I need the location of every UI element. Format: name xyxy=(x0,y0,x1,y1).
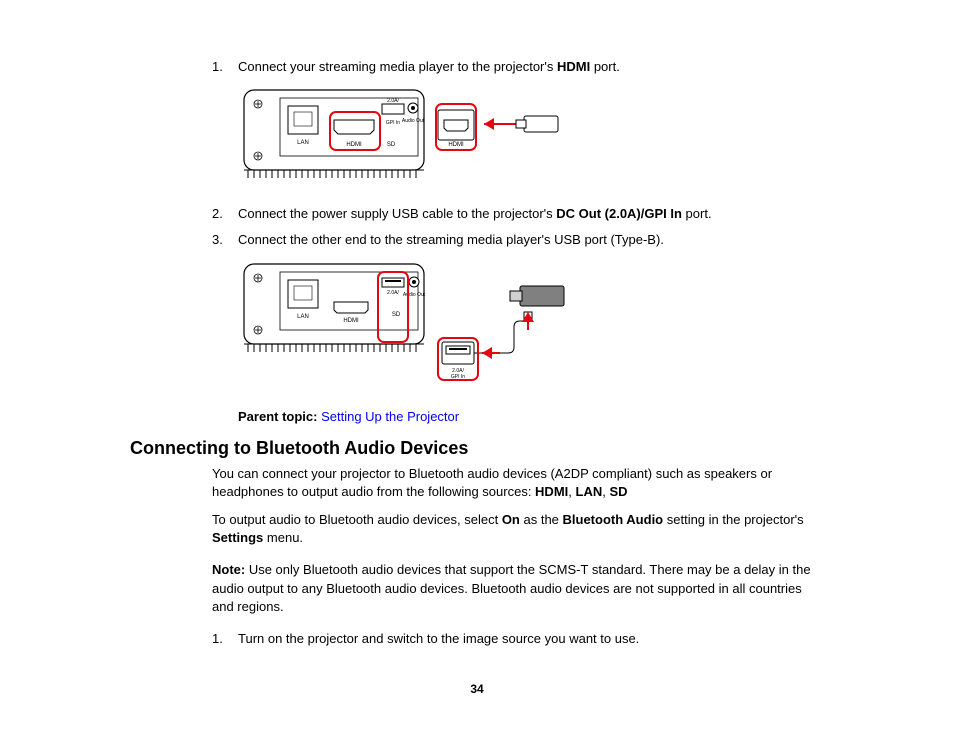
step-3-num: 3. xyxy=(212,231,238,249)
step-1: 1. Connect your streaming media player t… xyxy=(212,58,824,76)
bt-note-text: Use only Bluetooth audio devices that su… xyxy=(212,562,811,613)
step-2-text: Connect the power supply USB cable to th… xyxy=(238,205,824,223)
bt-p1-d: LAN xyxy=(576,484,603,499)
bt-note-label: Note: xyxy=(212,562,245,577)
bt-p2-g: menu. xyxy=(263,530,303,545)
bt-p1-f: SD xyxy=(609,484,627,499)
step-2-text-b: DC Out (2.0A)/GPI In xyxy=(556,206,682,221)
diagram-usb-connection: LAN HDMI 2.0A/ SD Audio Out 2 xyxy=(238,258,824,391)
label-sd: SD xyxy=(387,142,396,148)
label-lan: LAN xyxy=(297,140,309,146)
label-dcout-line1: 2.0A/ xyxy=(387,98,399,104)
step-1-text-a: Connect your streaming media player to t… xyxy=(238,59,557,74)
bt-p1-b: HDMI xyxy=(535,484,568,499)
bt-p2-d: Bluetooth Audio xyxy=(563,512,664,527)
parent-topic: Parent topic: Setting Up the Projector xyxy=(238,409,824,424)
step-3: 3. Connect the other end to the streamin… xyxy=(212,231,824,249)
parent-topic-label: Parent topic: xyxy=(238,409,321,424)
bt-note: Note: Use only Bluetooth audio devices t… xyxy=(212,561,824,616)
bt-p2-a: To output audio to Bluetooth audio devic… xyxy=(212,512,502,527)
parent-topic-link[interactable]: Setting Up the Projector xyxy=(321,409,459,424)
step-1-num: 1. xyxy=(212,58,238,76)
bt-p2-e: setting in the projector's xyxy=(663,512,804,527)
bt-p2-f: Settings xyxy=(212,530,263,545)
diagram-hdmi-connection: LAN HDMI 2.0A/ GPI In SD Audio Out xyxy=(238,84,824,187)
step-2-text-a: Connect the power supply USB cable to th… xyxy=(238,206,556,221)
step-2: 2. Connect the power supply USB cable to… xyxy=(212,205,824,223)
step-3-text: Connect the other end to the streaming m… xyxy=(238,231,824,249)
label-hdmi: HDMI xyxy=(346,142,362,148)
svg-text:GPI In: GPI In xyxy=(386,120,400,126)
svg-text:LAN: LAN xyxy=(297,314,309,320)
svg-text:HDMI: HDMI xyxy=(343,318,359,324)
bt-step-1-num: 1. xyxy=(212,630,238,648)
label-audio: Audio Out xyxy=(402,118,425,124)
step-1-text-c: port. xyxy=(590,59,620,74)
step-2-num: 2. xyxy=(212,205,238,223)
heading-bluetooth: Connecting to Bluetooth Audio Devices xyxy=(130,438,824,459)
step-1-text-b: HDMI xyxy=(557,59,590,74)
svg-text:Audio Out: Audio Out xyxy=(403,292,426,298)
svg-text:SD: SD xyxy=(392,312,401,318)
svg-text:2.0A/: 2.0A/ xyxy=(387,290,399,296)
bt-step-1-text: Turn on the projector and switch to the … xyxy=(238,630,824,648)
bt-step-1: 1. Turn on the projector and switch to t… xyxy=(212,630,824,648)
step-2-text-c: port. xyxy=(682,206,712,221)
bt-paragraph-1: You can connect your projector to Blueto… xyxy=(212,465,824,501)
bt-p2-b: On xyxy=(502,512,520,527)
bt-p1-a: You can connect your projector to Blueto… xyxy=(212,466,772,499)
bt-p1-c: , xyxy=(568,484,575,499)
bt-paragraph-2: To output audio to Bluetooth audio devic… xyxy=(212,511,824,547)
page-number: 34 xyxy=(0,682,954,696)
label-hdmi-plug: HDMI xyxy=(448,142,464,148)
step-1-text: Connect your streaming media player to t… xyxy=(238,58,824,76)
bt-p2-c: as the xyxy=(520,512,563,527)
